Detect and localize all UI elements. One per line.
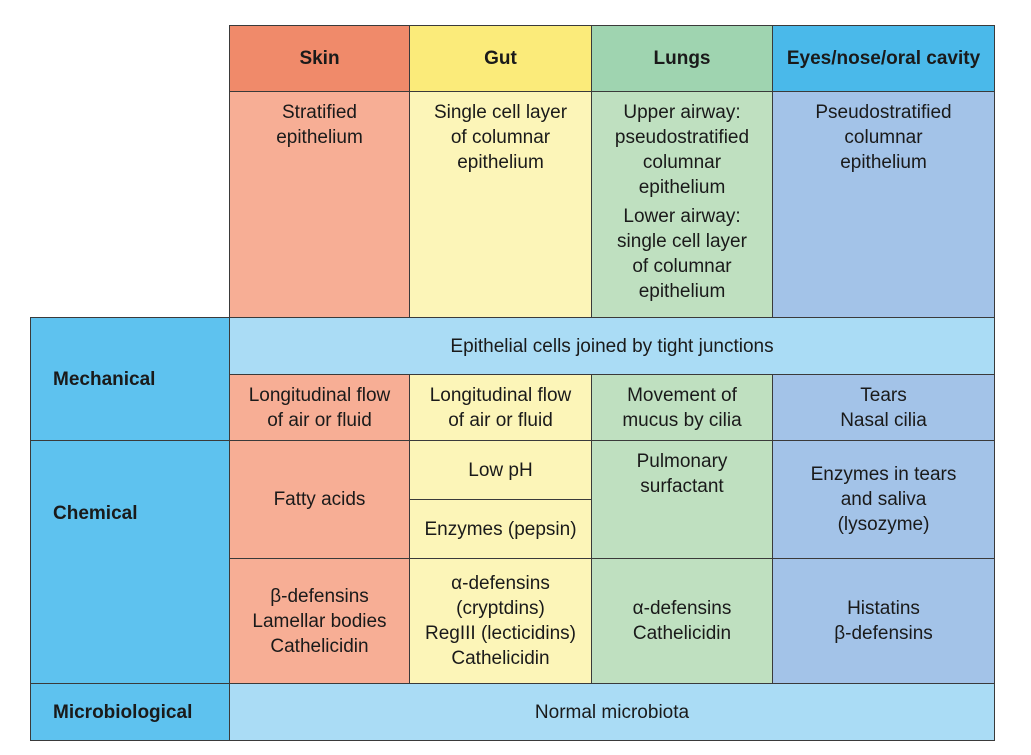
cell-text-line: Single cell layer: [433, 102, 568, 123]
cell-text-line: columnar: [844, 127, 923, 148]
cell-text-line: epithelium: [276, 127, 363, 148]
cell-text-line: surfactant: [640, 476, 724, 497]
cell-text-line: Movement of: [627, 384, 737, 406]
cell-text-line: Nasal cilia: [840, 409, 927, 431]
mechanical-gut-cell: Longitudinal flow of air or fluid: [409, 374, 592, 441]
chemical-skin-cell-1: Fatty acids: [229, 440, 410, 559]
cell-text-line: α-defensins: [451, 573, 550, 594]
chemical-eyes-cell-1: Enzymes in tears and saliva (lysozyme): [772, 440, 995, 559]
row-header-mechanical: Mechanical: [30, 317, 230, 441]
cell-text-line: pseudostratified: [614, 127, 750, 148]
cell-text-line: (cryptdins): [456, 598, 545, 619]
cell-text-line: Enzymes (pepsin): [424, 518, 577, 540]
cell-text-line: of air or fluid: [267, 409, 372, 431]
row-header-chemical: Chemical: [30, 440, 230, 684]
cell-text-line: Pulmonary: [636, 451, 728, 472]
cell-text-line: α-defensins: [632, 598, 732, 619]
epithelium-gut-cell: Single cell layer of columnar epithelium: [409, 91, 592, 318]
cell-text-line: Stratified: [282, 102, 357, 123]
column-header-label: Lungs: [653, 48, 711, 69]
column-header-label: Skin: [299, 48, 340, 69]
cell-text-line: Cathelicidin: [451, 648, 550, 669]
cell-text-line: Longitudinal flow: [248, 384, 391, 406]
column-header-label: Eyes/nose/oral cavity: [786, 48, 981, 69]
cell-text-line: epithelium: [638, 281, 726, 302]
column-header-label: Gut: [484, 48, 517, 69]
row-header-label: Mechanical: [53, 368, 156, 390]
cell-text-line: Low pH: [468, 459, 533, 481]
mechanical-span-cell: Epithelial cells joined by tight junctio…: [229, 317, 995, 375]
cell-text-line: epithelium: [457, 152, 544, 173]
chemical-gut-cell-1: Low pH: [409, 440, 592, 500]
epithelium-skin-cell: Stratified epithelium: [229, 91, 410, 318]
cell-text-line: Upper airway:: [623, 102, 741, 123]
cell-text-line: mucus by cilia: [622, 409, 742, 431]
cell-text-line: of columnar: [450, 127, 551, 148]
epithelium-lungs-cell: Upper airway: pseudostratified columnar …: [591, 91, 773, 318]
cell-text-line: β-defensins: [270, 585, 369, 607]
row-header-label: Microbiological: [53, 701, 193, 723]
cell-text-line: of air or fluid: [448, 409, 553, 431]
column-header-eyes: Eyes/nose/oral cavity: [772, 25, 995, 92]
cell-text-line: epithelium: [638, 177, 726, 198]
cell-text-line: (lysozyme): [837, 514, 930, 535]
cell-text-line: single cell layer: [617, 231, 747, 252]
cell-text-line: Histatins: [847, 598, 920, 619]
cell-text-line: Fatty acids: [273, 489, 366, 510]
cell-text-line: β-defensins: [834, 623, 933, 644]
chemical-gut-cell-3: α-defensins (cryptdins) RegIII (lecticid…: [409, 558, 592, 684]
chemical-gut-cell-2: Enzymes (pepsin): [409, 499, 592, 559]
chemical-eyes-cell-2: Histatins β-defensins: [772, 558, 995, 684]
row-header-label: Chemical: [53, 502, 138, 524]
column-header-lungs: Lungs: [591, 25, 773, 92]
cell-text-line: Epithelial cells joined by tight junctio…: [450, 335, 774, 357]
column-header-skin: Skin: [229, 25, 410, 92]
chemical-skin-cell-2: β-defensins Lamellar bodies Cathelicidin: [229, 558, 410, 684]
cell-text-line: Pseudostratified: [815, 102, 952, 123]
cell-text-line: Longitudinal flow: [429, 384, 572, 406]
cell-text-line: Lower airway:: [623, 206, 741, 227]
chemical-lungs-cell-2: α-defensins Cathelicidin: [591, 558, 773, 684]
column-header-gut: Gut: [409, 25, 592, 92]
cell-text-line: epithelium: [840, 152, 927, 173]
cell-text-line: RegIII (lecticidins): [425, 623, 576, 644]
cell-text-line: columnar: [642, 152, 722, 173]
cell-text-line: and saliva: [840, 489, 927, 510]
cell-text-line: Lamellar bodies: [252, 610, 387, 632]
mechanical-lungs-cell: Movement of mucus by cilia: [591, 374, 773, 441]
cell-text-line: Cathelicidin: [270, 635, 369, 657]
microbiological-span-cell: Normal microbiota: [229, 683, 995, 741]
chemical-lungs-cell-1: Pulmonary surfactant: [591, 440, 773, 559]
mechanical-eyes-cell: Tears Nasal cilia: [772, 374, 995, 441]
epithelium-eyes-cell: Pseudostratified columnar epithelium: [772, 91, 995, 318]
cell-text-line: Normal microbiota: [534, 701, 690, 723]
cell-text-line: Tears: [860, 384, 907, 406]
cell-text-line: Cathelicidin: [632, 623, 732, 644]
row-header-microbiological: Microbiological: [30, 683, 230, 741]
cell-text-line: Enzymes in tears: [810, 464, 957, 485]
cell-text-line: of columnar: [632, 256, 732, 277]
mechanical-skin-cell: Longitudinal flow of air or fluid: [229, 374, 410, 441]
